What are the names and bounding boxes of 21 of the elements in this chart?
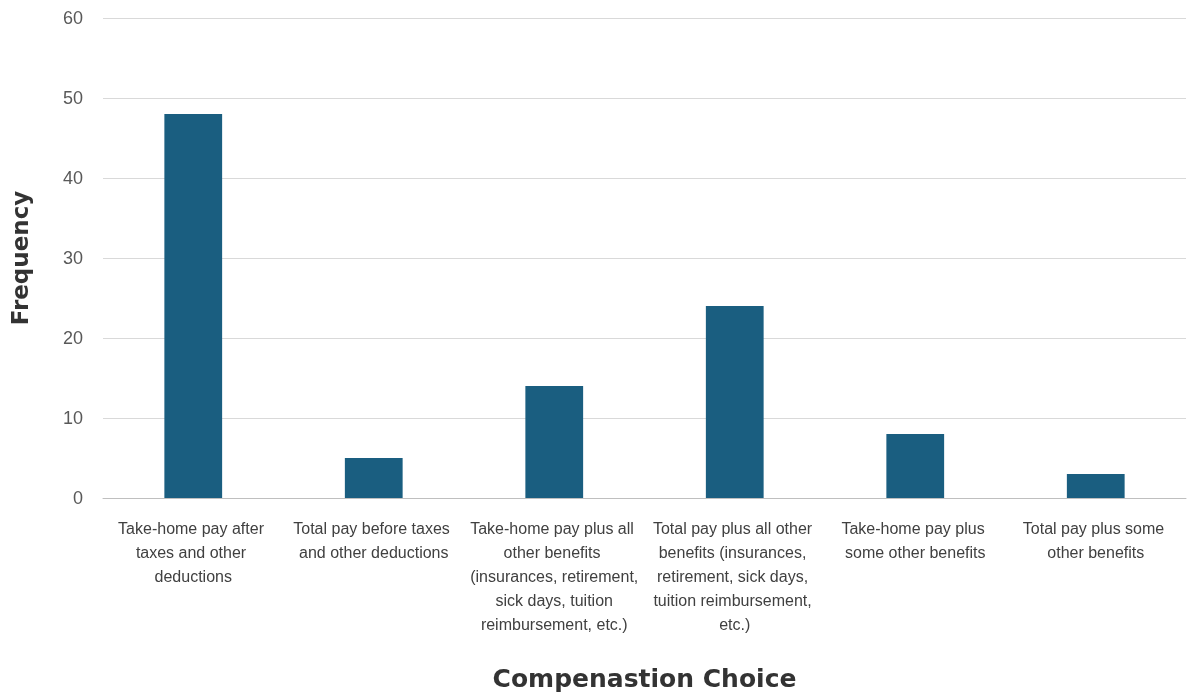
x-tick-label: Total pay before taxes and other deductions [293, 519, 455, 561]
y-axis-title: Frequency [6, 190, 33, 326]
bar [1066, 474, 1125, 498]
x-tick-label: Total pay plus some other benefits [1022, 519, 1169, 561]
y-tick-label: 0 [72, 488, 83, 508]
x-tick-label: Take-home pay plus all other benefits (insurances, retirement, sick days, tuition reimbursement, etc.) [470, 519, 639, 633]
y-tick-label: 30 [62, 248, 83, 268]
bar [344, 458, 403, 498]
y-tick-label: 10 [62, 408, 83, 428]
y-tick-label: 40 [62, 168, 83, 188]
y-tick-label: 50 [62, 88, 83, 108]
x-tick-label: Take-home pay after taxes and other deductions [118, 519, 269, 585]
x-tick-label: Take-home pay plus some other benefits [841, 519, 990, 561]
y-tick-label: 60 [62, 8, 83, 28]
bar [886, 434, 945, 498]
x-tick-label: Total pay plus all other benefits (insurances, retirement, sick days, tuition reimbursement, etc.) [652, 519, 817, 633]
bar [525, 386, 584, 498]
bar [164, 114, 223, 498]
y-tick-label: 20 [62, 328, 83, 348]
x-axis-title: Compenastion Choice [492, 664, 797, 693]
bar [705, 306, 764, 498]
